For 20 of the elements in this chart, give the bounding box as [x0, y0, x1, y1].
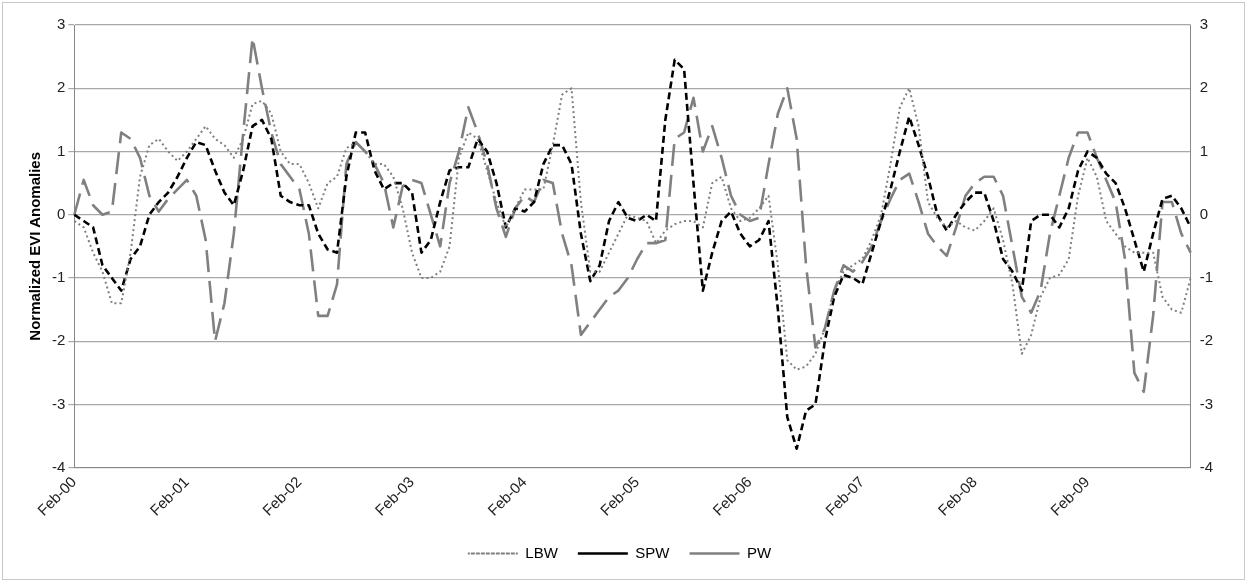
legend-label: PW — [747, 543, 773, 561]
y2-tick-label: -1 — [1199, 268, 1214, 286]
y2-tick-label: 3 — [1199, 15, 1209, 33]
legend-label: SPW — [635, 543, 671, 561]
y-tick-label: -3 — [51, 394, 66, 412]
y2-tick-label: 0 — [1199, 204, 1209, 222]
y2-tick-label: 2 — [1199, 78, 1209, 96]
y2-tick-label: -2 — [1199, 331, 1214, 349]
y-tick-label: -4 — [51, 457, 66, 475]
y2-tick-label: 1 — [1199, 141, 1209, 159]
y-axis-title: Normalized EVI Anomalies — [26, 152, 44, 341]
y-tick-label: 0 — [56, 204, 66, 222]
y2-tick-label: -3 — [1199, 394, 1214, 412]
y-tick-label: 1 — [56, 141, 66, 159]
y-tick-label: -1 — [51, 268, 66, 286]
y-tick-label: 2 — [56, 78, 66, 96]
legend-label: LBW — [525, 543, 559, 561]
y2-tick-label: -4 — [1199, 457, 1214, 475]
y-tick-label: -2 — [51, 331, 66, 349]
y-tick-label: 3 — [56, 15, 66, 33]
